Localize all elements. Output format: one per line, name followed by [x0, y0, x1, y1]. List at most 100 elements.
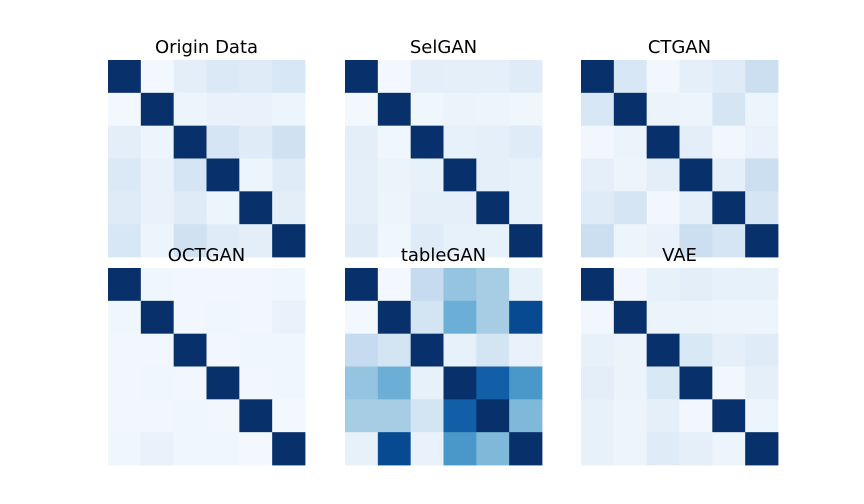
heatmap-cell	[173, 399, 207, 433]
heatmap-cell	[173, 268, 207, 302]
heatmap-cell	[272, 60, 306, 94]
heatmap-cell	[173, 92, 207, 127]
heatmap-cell	[745, 333, 779, 367]
heatmap-cell	[206, 268, 240, 302]
heatmap-cell	[377, 399, 412, 433]
heatmap-cell	[476, 366, 510, 400]
panel-title: tableGAN	[401, 245, 486, 266]
heatmap-cell	[581, 60, 615, 94]
heatmap-cell	[206, 92, 240, 127]
heatmap-cell	[377, 333, 412, 367]
heatmap-cell	[410, 224, 444, 258]
heatmap-cell	[108, 268, 142, 302]
heatmap-cell	[443, 92, 477, 127]
heatmap-cell	[443, 158, 477, 192]
heatmap-cell	[108, 300, 142, 335]
heatmap-cell	[745, 224, 779, 258]
heatmap-cell	[613, 191, 648, 225]
heatmap-cell	[476, 92, 510, 127]
heatmap-cell	[443, 300, 477, 335]
heatmap-cell	[509, 399, 543, 433]
heatmap-cell	[581, 92, 615, 127]
heatmap-cell	[108, 399, 142, 433]
heatmap-cell	[410, 399, 444, 433]
heatmap-cell	[581, 125, 615, 159]
heatmap-cell	[140, 268, 175, 302]
heatmap-cell	[679, 333, 713, 367]
heatmap-cell	[581, 432, 615, 466]
heatmap-cell	[581, 158, 615, 192]
heatmap-cell	[679, 300, 713, 335]
heatmap-cell	[345, 399, 379, 433]
heatmap-cell	[646, 191, 680, 225]
heatmap-cell	[679, 60, 713, 94]
heatmap-cell	[679, 366, 713, 400]
heatmap-cell	[239, 432, 273, 466]
heatmap-cell	[173, 366, 207, 400]
heatmap-cell	[613, 158, 648, 192]
heatmap-cell	[206, 224, 240, 258]
heatmap-cell	[646, 432, 680, 466]
heatmap-cell	[239, 399, 273, 433]
heatmap-cell	[206, 300, 240, 335]
heatmap-cell	[140, 432, 175, 466]
heatmap-cell	[712, 366, 746, 400]
heatmap-cell	[646, 399, 680, 433]
heatmap-cell	[206, 432, 240, 466]
heatmap-cell	[206, 125, 240, 159]
heatmap-cell	[745, 191, 779, 225]
heatmap-cell	[140, 92, 175, 127]
heatmap-cell	[377, 432, 412, 466]
heatmap-cell	[173, 158, 207, 192]
heatmap-cell	[239, 224, 273, 258]
heatmap-cell	[377, 92, 412, 127]
heatmap-panel-2: CTGAN	[581, 37, 779, 258]
heatmap-cell	[745, 158, 779, 192]
heatmap-cell	[206, 333, 240, 367]
heatmap-cell	[476, 224, 510, 258]
heatmap-cell	[509, 158, 543, 192]
heatmap-cell	[239, 333, 273, 367]
heatmap-cell	[679, 399, 713, 433]
heatmap-cell	[377, 191, 412, 225]
heatmap-cell	[272, 399, 306, 433]
heatmap-cell	[745, 268, 779, 302]
heatmap-cell	[410, 158, 444, 192]
heatmap-cell	[745, 60, 779, 94]
heatmap-cell	[377, 366, 412, 400]
heatmap-cell	[272, 333, 306, 367]
heatmap-cell	[272, 366, 306, 400]
heatmap-cell	[443, 191, 477, 225]
heatmap-cell	[272, 432, 306, 466]
heatmap-cell	[679, 92, 713, 127]
heatmap-cell	[272, 92, 306, 127]
heatmap-cell	[410, 125, 444, 159]
heatmap-cell	[646, 92, 680, 127]
heatmap-cell	[140, 300, 175, 335]
heatmap-cell	[476, 268, 510, 302]
heatmap-cell	[646, 60, 680, 94]
heatmap-cell	[345, 432, 379, 466]
heatmap-cell	[443, 366, 477, 400]
heatmap-cell	[345, 158, 379, 192]
heatmap-cell	[410, 268, 444, 302]
heatmap-cell	[476, 158, 510, 192]
heatmap-cell	[272, 125, 306, 159]
heatmap-panel-0: Origin Data	[108, 37, 306, 258]
heatmap-cell	[206, 158, 240, 192]
heatmap-cell	[239, 366, 273, 400]
heatmap-cell	[443, 333, 477, 367]
heatmap-cell	[476, 125, 510, 159]
heatmap-cell	[345, 268, 379, 302]
heatmap-cell	[140, 191, 175, 225]
heatmap-cell	[745, 92, 779, 127]
heatmap-cell	[345, 92, 379, 127]
heatmap-cell	[509, 432, 543, 466]
heatmap-cell	[410, 300, 444, 335]
heatmap-cell	[679, 432, 713, 466]
heatmap-cell	[712, 191, 746, 225]
heatmap-cell	[140, 366, 175, 400]
heatmap-cell	[140, 60, 175, 94]
heatmap-cell	[206, 366, 240, 400]
heatmap-cell	[140, 125, 175, 159]
